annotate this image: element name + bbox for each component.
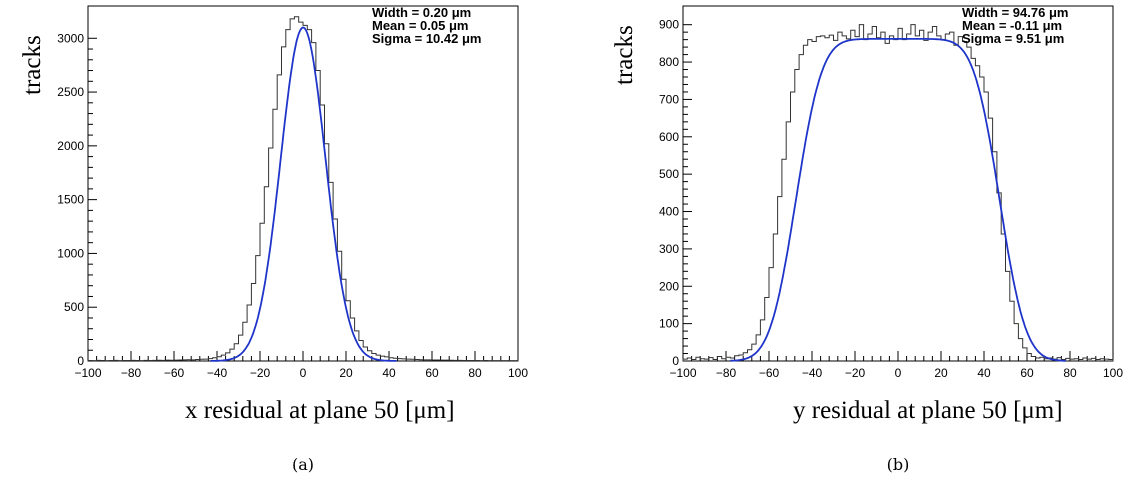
y-tick-label: 0 (672, 354, 679, 368)
y-tick-label: 500 (64, 300, 84, 314)
stats-width-a: Width = 0.20 μm (372, 5, 471, 20)
plot-frame-a (87, 5, 519, 362)
x-tick-label: −20 (845, 366, 866, 380)
x-tick-label: 0 (300, 366, 307, 380)
x-tick-label: −60 (164, 366, 185, 380)
x-tick-label: −20 (250, 366, 271, 380)
y-tick-label: 1000 (57, 246, 84, 260)
histogram-steps (87, 16, 519, 362)
stats-sigma-a: Sigma = 10.42 μm (372, 31, 481, 46)
y-axis-label-b: tracks (611, 25, 638, 85)
panel-a: −100 −80 −60 −40 −20 0 20 40 60 80 100050010001500… (19, 5, 528, 474)
y-tick-label: 2500 (57, 85, 84, 99)
x-tick-label: 0 (895, 366, 902, 380)
x-tick-label: −100 (669, 366, 696, 380)
y-tick-label: 400 (659, 205, 679, 219)
y-tick-label: 3000 (57, 31, 84, 45)
x-tick-label: 60 (425, 366, 439, 380)
x-tick-label: 40 (382, 366, 396, 380)
y-tick-label: 2000 (57, 139, 84, 153)
axis-ticks-b: −100 −80 −60 −40 −20 0 20 40 60 80 100 0 100 200 300 40… (659, 18, 1123, 380)
caption-b: (b) (887, 455, 910, 474)
histogram-b (682, 24, 1114, 361)
stats-width-b: Width = 94.76 μm (962, 5, 1068, 20)
x-tick-label: 20 (934, 366, 948, 380)
x-tick-label: 60 (1020, 366, 1034, 380)
y-tick-label: 500 (659, 167, 679, 181)
histogram-a (87, 16, 519, 362)
x-tick-label: 80 (1063, 366, 1077, 380)
y-axis-label-a: tracks (19, 35, 46, 95)
y-tick-label: 100 (659, 317, 679, 331)
stats-mean-b: Mean = -0.11 μm (962, 18, 1062, 33)
x-tick-label: −80 (121, 366, 142, 380)
x-tick-label: 80 (468, 366, 482, 380)
caption-a: (a) (292, 455, 314, 474)
stats-mean-a: Mean = 0.05 μm (372, 18, 468, 33)
y-tick-label: 600 (659, 130, 679, 144)
panel-b: −100 −80 −60 −40 −20 0 20 40 60 80 100 0 100 200 300 40… (611, 5, 1123, 474)
x-tick-label: −100 (74, 366, 101, 380)
x-tick-label: −40 (207, 366, 228, 380)
axis-ticks-a: −100 −80 −60 −40 −20 0 20 40 60 80 100050010001500… (57, 31, 528, 380)
fit-curve-b (730, 38, 1066, 362)
x-tick-label: −40 (802, 366, 823, 380)
y-tick-label: 1500 (57, 193, 84, 207)
x-tick-label: 100 (508, 366, 528, 380)
x-axis-label-b: y residual at plane 50 [μm] (793, 397, 1063, 424)
plot-frame-b (682, 5, 1114, 362)
x-tick-label: 100 (1103, 366, 1123, 380)
fit-curve-a (210, 26, 397, 362)
y-tick-label: 300 (659, 242, 679, 256)
y-tick-label: 800 (659, 55, 679, 69)
y-tick-label: 0 (77, 354, 84, 368)
y-tick-label: 900 (659, 18, 679, 32)
y-tick-label: 700 (659, 92, 679, 106)
x-tick-label: −60 (759, 366, 780, 380)
x-tick-label: 20 (339, 366, 353, 380)
x-tick-label: 40 (977, 366, 991, 380)
x-tick-label: −80 (716, 366, 737, 380)
x-axis-label-a: x residual at plane 50 [μm] (185, 397, 455, 424)
histogram-steps (682, 24, 1114, 361)
y-tick-label: 200 (659, 279, 679, 293)
stats-sigma-b: Sigma = 9.51 μm (962, 31, 1064, 46)
